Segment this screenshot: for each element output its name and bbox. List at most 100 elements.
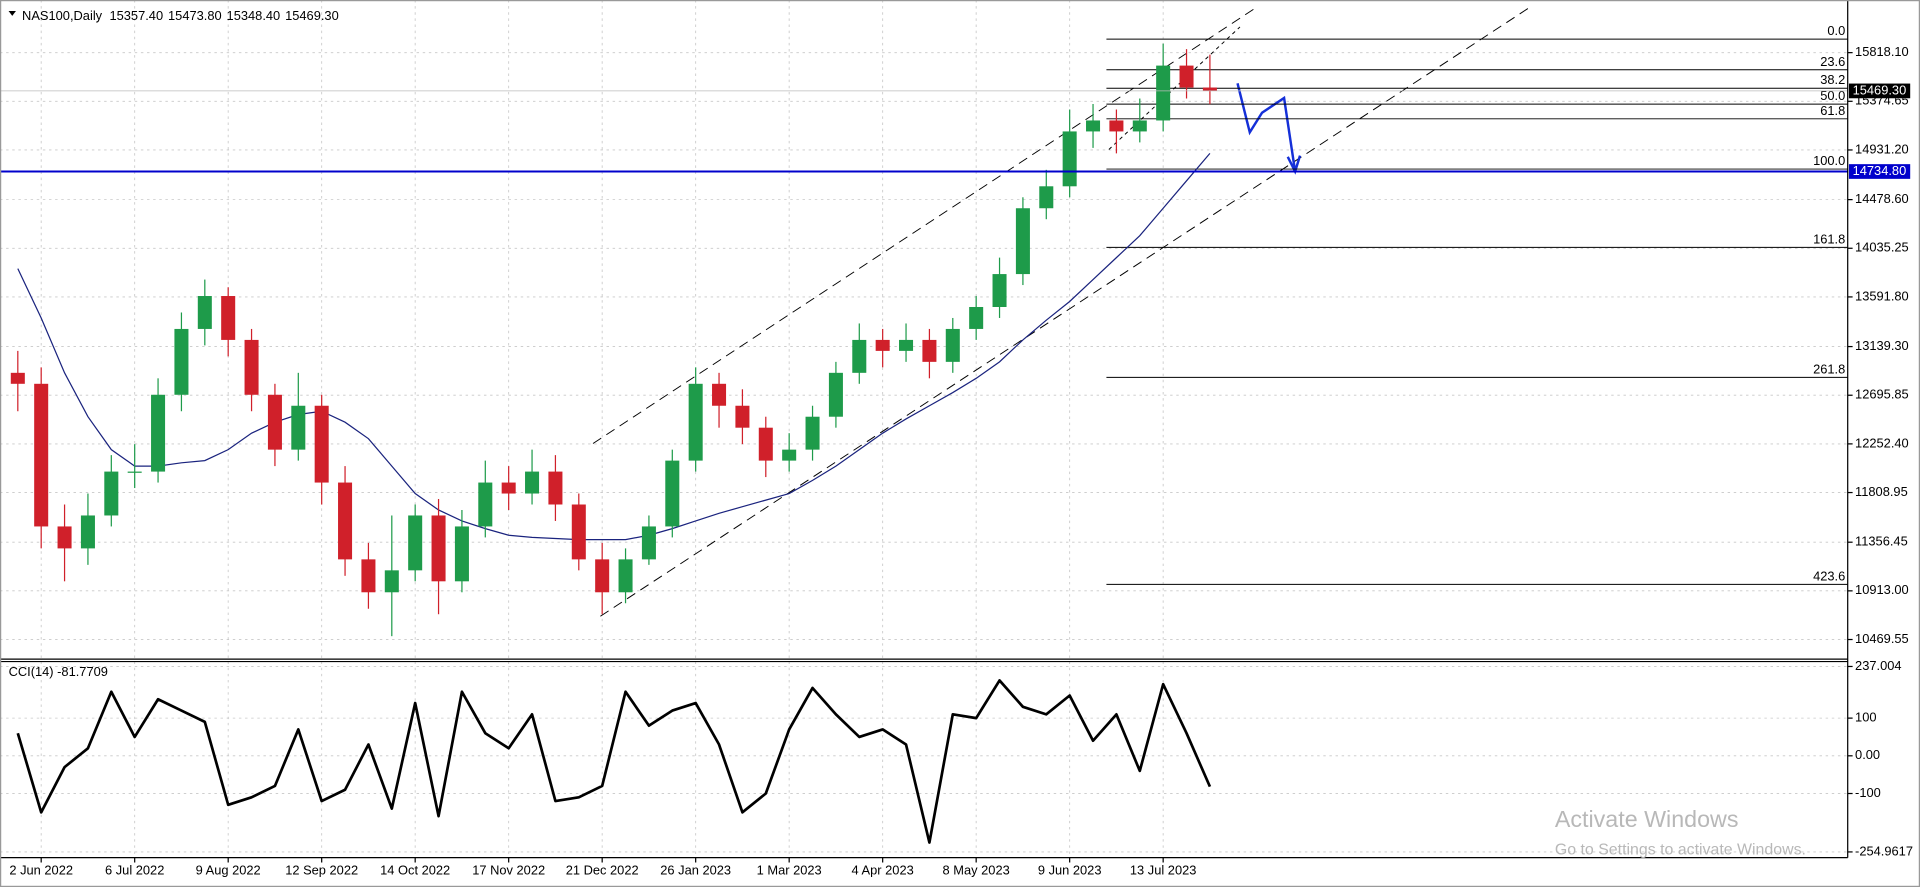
watermark-title: Activate Windows [1555, 806, 1739, 832]
cci-line [16, 679, 1212, 844]
candle-body [571, 504, 586, 560]
fib-label: 38.2 [1820, 72, 1845, 87]
candle-body [221, 296, 236, 340]
candle-body [80, 515, 95, 549]
y-tick-label: 13591.80 [1855, 288, 1909, 303]
x-tick-label: 4 Apr 2023 [852, 862, 914, 877]
open-value: 15357.40 [109, 9, 163, 24]
candle-body [1086, 120, 1101, 132]
x-tick-label: 14 Oct 2022 [380, 862, 450, 877]
candle-body [57, 526, 72, 549]
candle-body [408, 515, 423, 571]
y-tick-label: 10913.00 [1855, 582, 1909, 597]
y-tick-label: -100 [1855, 785, 1881, 800]
indicator-title: CCI(14) -81.7709 [9, 664, 108, 679]
x-tick-label: 13 Jul 2023 [1130, 862, 1197, 877]
watermark-subtitle: Go to Settings to activate Windows. [1555, 841, 1806, 858]
channel-line [600, 5, 1532, 617]
candle-body [688, 383, 703, 461]
candle-body [127, 471, 142, 473]
symbol-header: NAS100,Daily 15357.40 15473.80 15348.40 1546… [22, 9, 339, 24]
candle-body [151, 394, 166, 472]
y-tick-label: 14931.20 [1855, 141, 1909, 156]
fib-label: 61.8 [1820, 103, 1845, 118]
candle-body [618, 559, 633, 593]
candle-body [992, 274, 1007, 307]
y-tick-label: 0.00 [1855, 747, 1880, 762]
candle-body [828, 372, 843, 417]
x-tick-label: 26 Jan 2023 [660, 862, 731, 877]
candle-body [10, 372, 25, 384]
candle-body [1015, 208, 1030, 275]
candle-body [665, 460, 680, 527]
x-tick-label: 9 Aug 2022 [196, 862, 261, 877]
candle-body [1039, 186, 1054, 209]
candle-body [244, 339, 259, 395]
candle-body [595, 559, 610, 593]
plot-area: 0.0 23.6 38.250.061.8 100.0 161.8 261.8 423.6 [0, 23, 1848, 844]
candle-body [291, 405, 306, 450]
y-tick-label: -254.9617 [1855, 843, 1913, 858]
candle-body [197, 296, 212, 329]
x-tick-label: 1 Mar 2023 [757, 862, 822, 877]
candle-body [641, 526, 656, 560]
fib-label: 261.8 [1813, 361, 1845, 376]
candle-body [478, 482, 493, 527]
candle-body [431, 515, 446, 582]
fib-label: 100.0 [1813, 153, 1845, 168]
channel-line [592, 5, 1259, 444]
hline-price-tag [1848, 164, 1911, 179]
candle-body [384, 570, 399, 593]
moving-average [17, 152, 1211, 541]
candle-body [875, 339, 890, 351]
y-tick-label: 13139.30 [1855, 338, 1909, 353]
candle-body [782, 449, 797, 461]
candle-body [34, 383, 49, 527]
x-tick-label: 8 May 2023 [943, 862, 1010, 877]
x-tick-label: 6 Jul 2022 [105, 862, 164, 877]
y-tick-label: 15818.10 [1855, 44, 1909, 59]
candle-body [852, 339, 867, 373]
y-tick-label: 12252.40 [1855, 435, 1909, 450]
y-tick-label: 100 [1855, 710, 1876, 725]
y-tick-label: 14478.60 [1855, 191, 1909, 206]
candle-body [1132, 120, 1147, 132]
candle-body [454, 526, 469, 582]
symbol: NAS100,Daily [22, 9, 103, 24]
candle-body [969, 306, 984, 329]
fib-label: 23.6 [1820, 54, 1845, 69]
candle-body [267, 394, 282, 450]
candle-body [174, 328, 189, 395]
y-tick-label: 237.004 [1855, 658, 1901, 673]
candle-body [1109, 120, 1124, 132]
x-tick-label: 17 Nov 2022 [472, 862, 545, 877]
candle-body [104, 471, 119, 516]
fib-label: 161.8 [1813, 231, 1845, 246]
fib-label: 423.6 [1813, 568, 1845, 583]
candle-body [758, 427, 773, 461]
candle-body [1179, 65, 1194, 88]
candle-body [1062, 131, 1077, 187]
y-tick-label: 11356.45 [1855, 534, 1908, 549]
high-value: 15473.80 [168, 9, 222, 24]
candle-body [314, 405, 329, 483]
y-tick-label: 11808.95 [1855, 484, 1908, 499]
fib-label: 50.0 [1820, 88, 1845, 103]
current-price-tag [1848, 83, 1911, 99]
current-price-label: 15469.30 [1853, 82, 1907, 97]
candle-body [1202, 87, 1217, 91]
candle-body [922, 339, 937, 362]
candle-body [525, 471, 540, 494]
y-tick-label: 12695.85 [1855, 387, 1909, 402]
fib-label: 0.0 [1827, 23, 1845, 38]
low-value: 15348.40 [227, 9, 281, 24]
candle-body [735, 405, 750, 428]
candle-body [805, 416, 820, 450]
candle-body [501, 482, 516, 494]
x-tick-label: 9 Jun 2023 [1038, 862, 1102, 877]
dropdown-icon[interactable] [8, 11, 16, 16]
y-tick-label: 10469.55 [1855, 631, 1909, 646]
candle-body [899, 339, 914, 351]
